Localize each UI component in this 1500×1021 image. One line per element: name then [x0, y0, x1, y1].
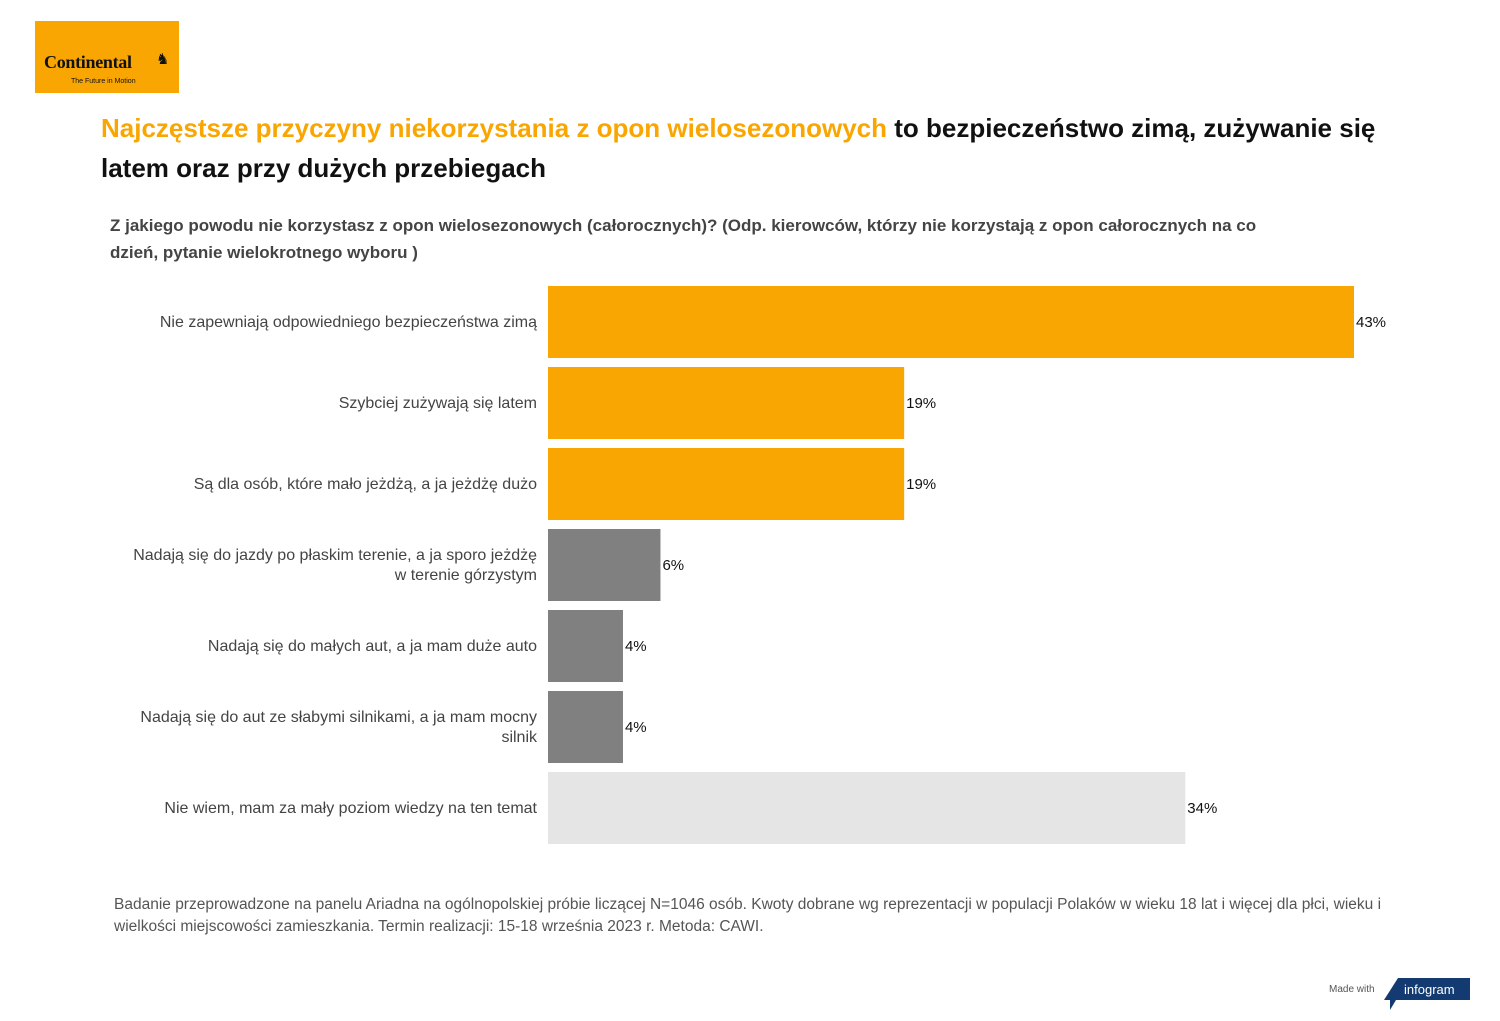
category-label: Nadają się do aut ze słabymi silnikami, …	[140, 709, 537, 726]
horse-icon: ♞	[156, 51, 170, 68]
category-label: w terenie górzystym	[394, 567, 537, 584]
bar	[548, 772, 1186, 844]
category-label: Nadają się do jazdy po płaskim terenie, …	[133, 547, 537, 564]
data-label: 43%	[1356, 314, 1386, 331]
data-label: 4%	[625, 719, 647, 736]
bar	[548, 610, 623, 682]
bar	[548, 448, 905, 520]
made-with-label: Made with	[1329, 984, 1375, 995]
page-title: Najczęstsze przyczyny niekorzystania z o…	[101, 108, 1401, 188]
bar	[548, 367, 905, 439]
category-label: Są dla osób, które mało jeżdżą, a ja jeż…	[194, 476, 537, 493]
infogram-badge-shape	[1384, 978, 1470, 1010]
data-label: 6%	[662, 557, 684, 574]
category-label: silnik	[501, 729, 538, 746]
infogram-badge[interactable]: infogram	[1384, 978, 1470, 1010]
category-label: Szybciej zużywają się latem	[339, 395, 537, 412]
bar	[548, 286, 1354, 358]
infogram-label: infogram	[1404, 982, 1455, 997]
data-label: 19%	[906, 395, 936, 412]
data-label: 19%	[906, 476, 936, 493]
bar	[548, 691, 623, 763]
title-highlight: Najczęstsze przyczyny niekorzystania z o…	[101, 113, 888, 143]
logo-brand: Continental	[44, 52, 132, 72]
data-label: 4%	[625, 638, 647, 655]
category-label: Nie wiem, mam za mały poziom wiedzy na t…	[164, 800, 537, 817]
title-rest: to bezpieczeństwo zimą, zużywanie się la…	[101, 113, 1376, 183]
category-label: Nadają się do małych aut, a ja mam duże …	[208, 638, 537, 655]
category-label: Nie zapewniają odpowiedniego bezpieczeńs…	[160, 314, 537, 331]
footnote: Badanie przeprowadzone na panelu Ariadna…	[114, 896, 1382, 935]
bar-chart: 43% Nie zapewniają odpowiedniego bezpiecz…	[133, 286, 1386, 844]
continental-logo: Continental ♞ The Future in Motion	[35, 21, 179, 93]
logo-tagline: The Future in Motion	[71, 78, 136, 85]
bar	[548, 529, 661, 601]
data-label: 34%	[1187, 800, 1217, 817]
chart-subtitle: Z jakiego powodu nie korzystasz z opon w…	[110, 216, 1257, 262]
